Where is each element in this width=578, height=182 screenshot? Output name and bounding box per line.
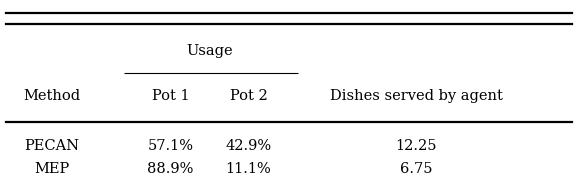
Text: 42.9%: 42.9%: [225, 139, 272, 153]
Text: Pot 1: Pot 1: [151, 90, 190, 103]
Text: 6.75: 6.75: [400, 162, 432, 176]
Text: Pot 2: Pot 2: [229, 90, 268, 103]
Text: 12.25: 12.25: [395, 139, 437, 153]
Text: 57.1%: 57.1%: [147, 139, 194, 153]
Text: Usage: Usage: [186, 44, 233, 58]
Text: 11.1%: 11.1%: [225, 162, 272, 176]
Text: Dishes served by agent: Dishes served by agent: [329, 90, 503, 103]
Text: PECAN: PECAN: [24, 139, 80, 153]
Text: Method: Method: [24, 90, 80, 103]
Text: 88.9%: 88.9%: [147, 162, 194, 176]
Text: MEP: MEP: [35, 162, 69, 176]
